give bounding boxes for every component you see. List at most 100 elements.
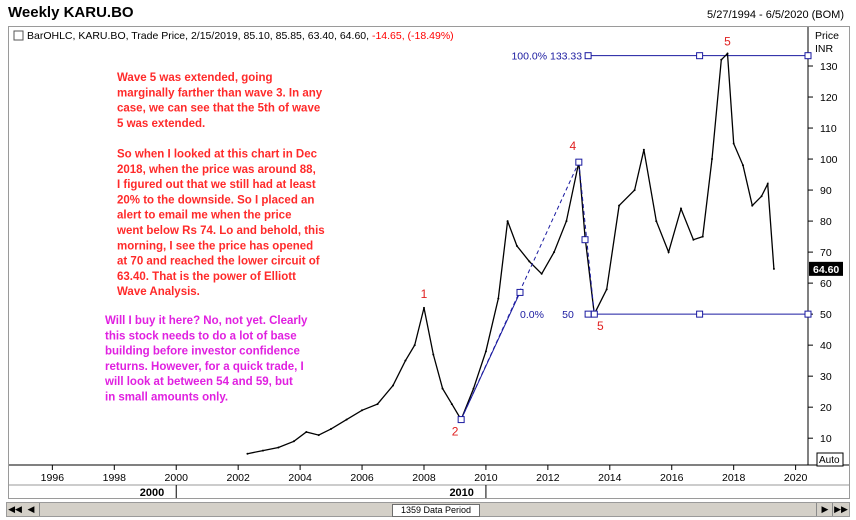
note-line: Wave 5 was extended, going: [117, 72, 273, 84]
year-tick-label: 2018: [722, 472, 746, 484]
scroll-left-icon[interactable]: ◀: [23, 503, 40, 516]
note-line: I figured out that we still had at least: [117, 179, 316, 191]
wave-label: 4: [569, 139, 576, 153]
note-line: alert to email me when the price: [117, 210, 291, 222]
chart-frame: BarOHLC, KARU.BO, Trade Price, 2/15/2019…: [8, 26, 850, 499]
price-point: [515, 244, 518, 247]
price-point: [680, 207, 683, 210]
price-point: [540, 272, 543, 275]
price-point: [732, 142, 735, 145]
price-tick-label: 60: [820, 278, 832, 290]
price-axis-title: Price: [815, 30, 839, 42]
scroll-first-icon[interactable]: ◀◀: [7, 503, 24, 516]
note-line: Wave Analysis.: [117, 286, 200, 298]
data-period-label[interactable]: 1359 Data Period: [392, 504, 480, 517]
price-point: [277, 446, 280, 449]
price-point: [760, 195, 763, 198]
price-point: [692, 238, 695, 241]
wave-labels: 1 2 4 5 5: [421, 35, 731, 439]
wave-trendlines[interactable]: [457, 158, 598, 424]
price-point: [305, 430, 308, 433]
price-tick-label: 80: [820, 216, 832, 228]
trendline-handle: [581, 236, 589, 244]
price-point: [345, 418, 348, 421]
wave-label: 5: [724, 35, 731, 49]
price-point: [292, 440, 295, 443]
year-tick-label: 2006: [350, 472, 374, 484]
fibonacci-levels[interactable]: 100.0% 133.33 0.0% 50: [511, 51, 812, 321]
price-point: [506, 220, 509, 223]
price-axis-unit: INR: [815, 43, 834, 55]
price-series-line: [247, 52, 775, 455]
price-point: [441, 387, 444, 390]
note-line: 5 was extended.: [117, 118, 205, 130]
scroll-right-icon[interactable]: ▶: [816, 503, 833, 516]
decade-label: 2000: [140, 487, 164, 498]
price-point: [484, 350, 487, 353]
price-point: [413, 344, 416, 347]
price-point: [261, 449, 264, 452]
price-tick-label: 110: [820, 123, 837, 135]
note-line: this stock needs to do a lot of base: [105, 330, 297, 342]
analysis-note: Wave 5 was extended, going marginally far…: [116, 72, 325, 298]
price-tick-label: 10: [820, 433, 832, 445]
note-line: marginally farther than wave 3. In any: [117, 87, 323, 99]
fib-handle: [696, 310, 704, 318]
price-point: [317, 434, 320, 437]
time-axis-ticks: 1996 1998 2000 2002 2004 2006 2008 2010 2012 2014…: [41, 465, 808, 498]
price-point: [701, 235, 704, 238]
price-point: [432, 353, 435, 356]
note-line: 20% to the downside. So I placed an: [117, 194, 314, 206]
fib-handle: [584, 52, 592, 60]
price-point: [726, 52, 729, 55]
price-point: [766, 182, 769, 185]
year-tick-label: 1996: [41, 472, 65, 484]
note-line: Will I buy it here? No, not yet. Clearly: [105, 315, 308, 327]
auto-button-label[interactable]: Auto: [819, 455, 840, 466]
price-point: [246, 452, 249, 455]
trendline-handle: [457, 416, 465, 424]
fib-100-label: 100.0% 133.33: [511, 51, 582, 63]
price-point: [772, 267, 775, 270]
trendline-handle: [590, 310, 598, 318]
price-point: [605, 288, 608, 291]
scroll-last-icon[interactable]: ▶▶: [832, 503, 849, 516]
year-tick-label: 2002: [226, 472, 250, 484]
auto-button-box[interactable]: [816, 452, 844, 467]
fib-0-value-label: 50: [562, 309, 574, 321]
price-point: [710, 158, 713, 161]
price-tick-label: 120: [820, 92, 838, 104]
price-tick-label: 130: [820, 61, 838, 73]
legend-prefix: BarOHLC, KARU.BO, Trade Price, 2/15/2019…: [27, 30, 372, 42]
year-tick-label: 2000: [165, 472, 189, 484]
price-series-points: [246, 52, 775, 455]
auto-scale-button[interactable]: Auto: [816, 452, 844, 467]
note-line: building before investor confidence: [105, 346, 300, 358]
year-tick-label: 2008: [412, 472, 436, 484]
time-scrollbar[interactable]: ◀◀ ◀ 1359 Data Period ▶ ▶▶: [6, 502, 850, 517]
fib-handle: [804, 310, 812, 318]
current-price-badge: 64.60: [809, 261, 843, 276]
trendline-handle: [516, 288, 524, 296]
price-axis-ticks: 10 20 30 40 50 60 70 80 90 100 110 120 130: [808, 61, 838, 445]
year-tick-label: 2016: [660, 472, 684, 484]
price-tick-label: 20: [820, 402, 832, 414]
price-point: [497, 297, 500, 300]
current-price-box: [809, 261, 843, 276]
note-line: went below Rs 74. Lo and behold, this: [116, 225, 325, 237]
year-tick-label: 2020: [784, 472, 808, 484]
price-point: [528, 260, 531, 263]
price-point: [553, 251, 556, 254]
note-line: returns. However, for a quick trade, I: [105, 361, 304, 373]
price-point: [392, 384, 395, 387]
price-point: [450, 403, 453, 406]
fib-handle: [584, 310, 592, 318]
price-point: [667, 251, 670, 254]
note-line: case, we can see that the 5th of wave: [117, 103, 320, 115]
note-line: will look at between 54 and 59, but: [104, 376, 293, 388]
fib-handle: [804, 52, 812, 60]
wave-2-trendline: [460, 292, 521, 420]
year-tick-label: 2010: [474, 472, 498, 484]
price-chart[interactable]: BarOHLC, KARU.BO, Trade Price, 2/15/2019…: [9, 27, 849, 498]
legend-ohlc: BarOHLC, KARU.BO, Trade Price, 2/15/2019…: [27, 30, 454, 42]
